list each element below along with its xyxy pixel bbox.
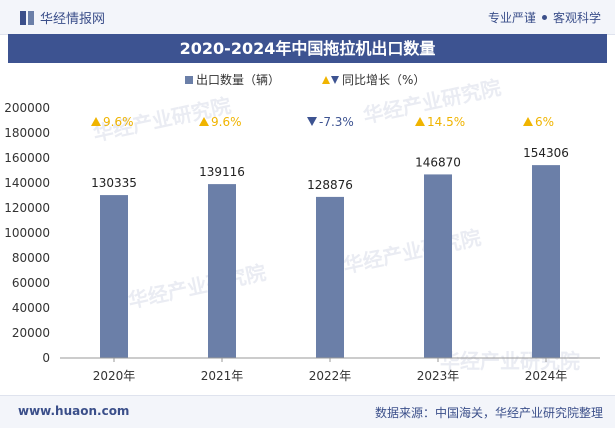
growth-up-triangle-icon	[91, 117, 101, 126]
growth-label: 9.6%	[103, 115, 134, 129]
legend-series-1: 出口数量（辆）	[196, 72, 280, 87]
legend-bar-swatch	[185, 76, 193, 84]
legend: 出口数量（辆） 同比增长（%）	[185, 72, 425, 87]
y-tick-label: 40000	[12, 301, 50, 315]
tagline-right: 客观科学	[552, 11, 601, 25]
growth-up-triangle-icon	[415, 117, 425, 126]
growth-down-triangle-icon	[307, 117, 317, 126]
bar-3	[424, 174, 452, 358]
growth-label: 6%	[535, 115, 554, 129]
x-tick-label: 2024年	[525, 369, 568, 383]
footer-source: 数据来源：中国海关，华经产业研究院整理	[374, 406, 603, 420]
bar-4	[532, 165, 560, 358]
brand[interactable]: 华经情报网	[20, 8, 105, 27]
bar-value-label: 128876	[307, 178, 353, 192]
y-tick-label: 200000	[4, 101, 50, 115]
y-tick-label: 80000	[12, 251, 50, 265]
legend-up-triangle-icon	[322, 76, 330, 84]
bar-value-label: 154306	[523, 146, 569, 160]
dot-separator-icon	[541, 15, 547, 20]
brand-name: 华经情报网	[40, 12, 106, 27]
chart-title: 2020-2024年中国拖拉机出口数量	[8, 34, 607, 63]
growth-label: -7.3%	[319, 115, 354, 129]
bar-value-label: 146870	[415, 155, 461, 169]
y-axis: 0 20000 40000 60000 80000 100000 120000 140000 1…	[4, 101, 50, 365]
tagline: 专业严谨 客观科学	[488, 9, 601, 26]
legend-series-2: 同比增长（%）	[342, 73, 425, 87]
x-tick-label: 2022年	[309, 369, 352, 383]
bars: 130335 9.6% 139116 9.6% 128876 -7.3% 146870 14.…	[91, 115, 569, 358]
y-tick-label: 100000	[4, 226, 50, 240]
y-tick-label: 0	[42, 351, 50, 365]
bar-value-label: 139116	[199, 165, 245, 179]
footer-site-link[interactable]: www.huaon.com	[18, 404, 130, 418]
growth-up-triangle-icon	[523, 117, 533, 126]
x-tick-label: 2020年	[93, 369, 136, 383]
y-tick-label: 60000	[12, 276, 50, 290]
y-tick-label: 180000	[4, 126, 50, 140]
growth-up-triangle-icon	[199, 117, 209, 126]
legend-down-triangle-icon	[331, 76, 339, 84]
watermark-2: 华经产业研究院	[126, 260, 268, 313]
bar-chart: 出口数量（辆） 同比增长（%） 华经产业研究院 华经产业研究院 华经产业研究院 …	[4, 72, 600, 383]
bar-value-label: 130335	[91, 176, 137, 190]
x-axis: 2020年 2021年 2022年 2023年 2024年	[93, 358, 568, 383]
x-tick-label: 2023年	[417, 369, 460, 383]
bar-1	[208, 184, 236, 358]
growth-label: 9.6%	[211, 115, 242, 129]
y-tick-label: 20000	[12, 326, 50, 340]
watermark-3: 华经产业研究院	[341, 225, 483, 278]
brand-logo-icon	[20, 10, 34, 25]
y-tick-label: 160000	[4, 151, 50, 165]
y-tick-label: 120000	[4, 201, 50, 215]
tagline-left: 专业严谨	[487, 11, 536, 25]
y-tick-label: 140000	[4, 176, 50, 190]
top-bar: 华经情报网 专业严谨 客观科学	[0, 0, 615, 35]
bar-2	[316, 196, 344, 358]
footer: www.huaon.com 数据来源：中国海关，华经产业研究院整理	[0, 395, 615, 428]
bar-0	[100, 195, 128, 358]
growth-label: 14.5%	[427, 115, 465, 129]
x-tick-label: 2021年	[201, 369, 244, 383]
